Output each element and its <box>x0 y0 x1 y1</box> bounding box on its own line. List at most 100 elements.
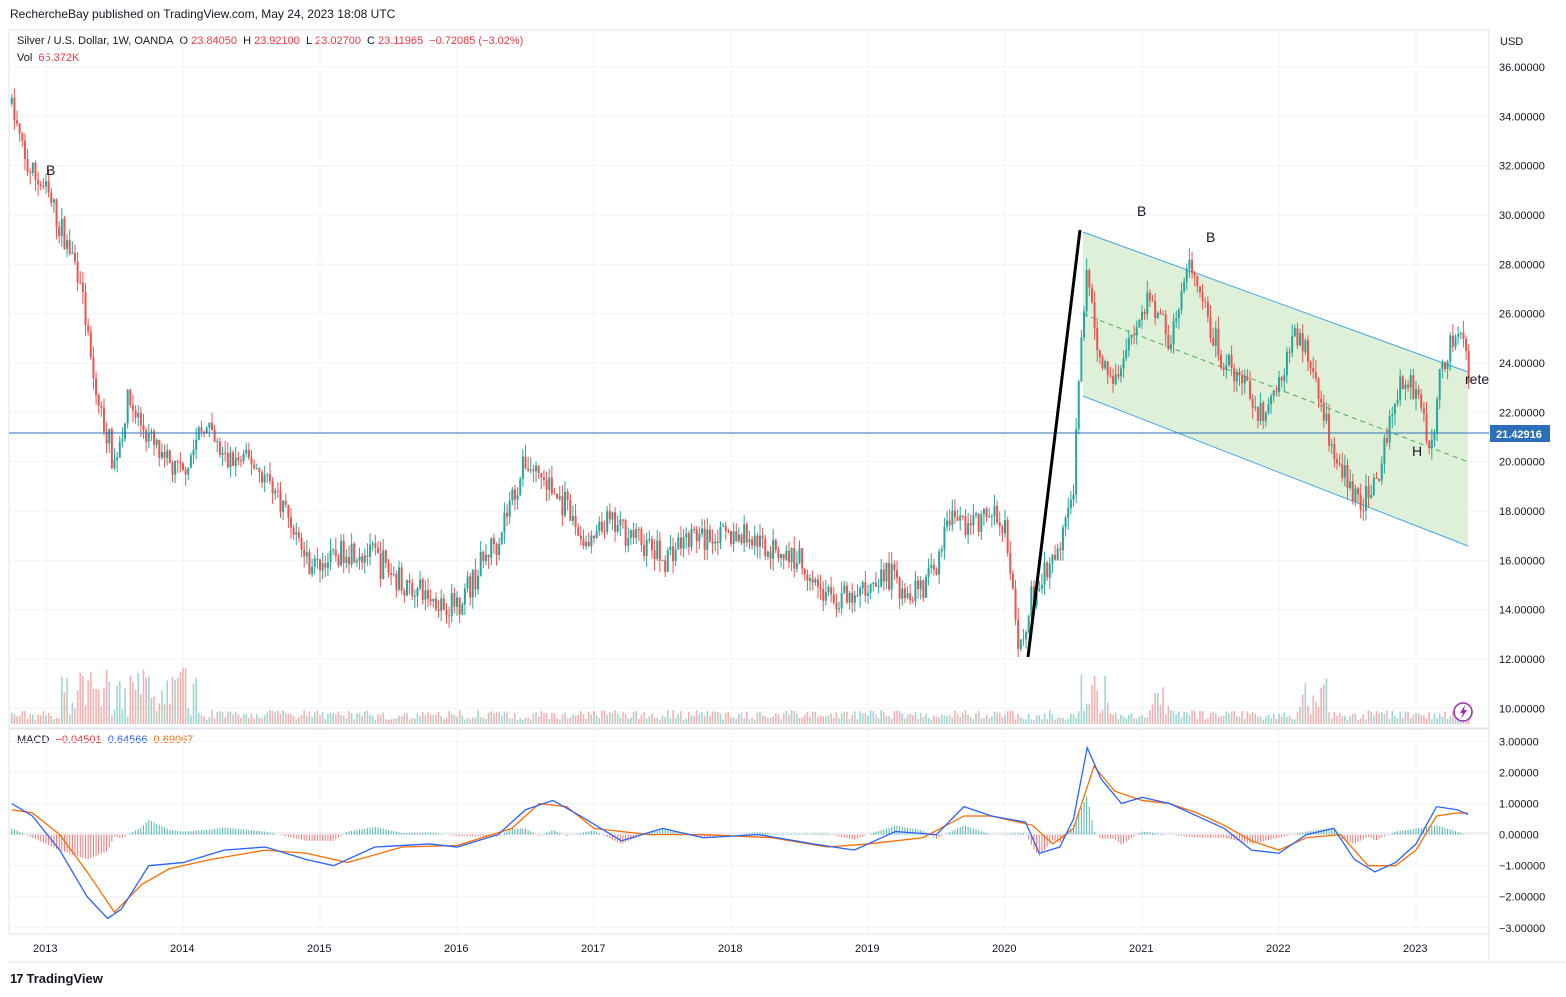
volume-bar <box>42 710 45 724</box>
volume-bar <box>632 711 635 724</box>
volume-bar <box>890 718 893 724</box>
candle-body <box>237 457 240 461</box>
annotation-b-2012[interactable]: B <box>46 162 55 178</box>
volume-bar <box>714 711 716 724</box>
candle-body <box>524 456 527 469</box>
tradingview-brand[interactable]: 17 TradingView <box>10 971 103 986</box>
current-price-label: 21.42916 <box>1496 429 1542 441</box>
candle-body <box>1259 402 1262 422</box>
candle-body <box>1188 259 1191 269</box>
time-axis-ticks[interactable]: 2013 2014 2015 2016 2017 2018 2019 2020 2021 2022… <box>33 943 1427 955</box>
annotation-b-2021b[interactable]: B <box>1206 229 1215 245</box>
candle-body <box>859 588 862 596</box>
candle-body <box>1191 259 1194 273</box>
volume-bar <box>466 717 469 724</box>
candle-body <box>751 539 754 546</box>
candle-body <box>1130 334 1133 338</box>
candle-body <box>216 441 219 443</box>
volume-bar <box>717 711 719 724</box>
volume-bar <box>659 719 661 724</box>
candle-body <box>224 452 227 454</box>
macd-signal-line <box>11 764 1469 914</box>
annotation-note-text[interactable]: rete <box>1465 371 1489 387</box>
candle-body <box>305 552 308 557</box>
volume-bar <box>933 715 935 724</box>
volume-bar <box>437 711 440 724</box>
candle-body <box>1056 548 1059 560</box>
volume-bar <box>266 712 269 724</box>
candle-body <box>184 469 187 475</box>
candle-body <box>943 526 946 550</box>
volume-bar <box>89 672 92 724</box>
candle-body <box>13 97 16 121</box>
volume-bar <box>169 703 171 724</box>
candle-body <box>466 576 469 589</box>
volume-bar <box>1104 675 1106 724</box>
candle-body <box>558 496 561 499</box>
candle-body <box>68 240 71 254</box>
candle-body <box>1048 563 1051 578</box>
price-tick-label: 32.00000 <box>1499 161 1545 173</box>
candle-body <box>1364 486 1367 511</box>
candle-body <box>1138 319 1141 328</box>
rally-trend-line[interactable] <box>1026 229 1082 658</box>
candle-body <box>621 519 624 521</box>
time-tick-label: 2013 <box>33 943 57 955</box>
candle-body <box>355 560 358 563</box>
macd-axis-ticks[interactable]: 3.00000 2.00000 1.00000 0.00000 −1.00000 −2.0… <box>1499 736 1545 934</box>
volume-bar <box>677 714 680 724</box>
channel-upper-line[interactable] <box>1082 231 1469 373</box>
volume-bar <box>993 711 996 724</box>
volume-bar <box>424 714 427 724</box>
candle-body <box>1117 374 1120 377</box>
channel-median-line[interactable] <box>1082 313 1469 463</box>
volume-bar <box>1291 718 1293 724</box>
volume-bar <box>553 713 556 724</box>
candle-body <box>1185 268 1188 282</box>
candle-body <box>427 590 430 599</box>
time-tick-label: 2017 <box>581 943 605 955</box>
candle-body <box>271 480 274 494</box>
volume-bar <box>1099 712 1101 724</box>
candle-body <box>347 557 350 565</box>
channel-lower-line[interactable] <box>1082 395 1469 547</box>
candle-body <box>63 218 66 249</box>
volume-bar <box>371 715 374 724</box>
volume-bar <box>582 714 585 724</box>
volume-bar <box>977 710 980 724</box>
time-tick-label: 2020 <box>992 943 1016 955</box>
candle-body <box>645 539 648 557</box>
candle-body <box>60 218 63 237</box>
symbol-name[interactable]: Silver / U.S. Dollar, 1W, OANDA <box>17 35 174 47</box>
volume-bar <box>1051 714 1054 724</box>
annotation-h[interactable]: H <box>1412 443 1422 459</box>
candle-body <box>932 564 935 570</box>
annotation-b-2021a[interactable]: B <box>1137 203 1146 219</box>
volume-bar <box>969 717 972 724</box>
volume-bar <box>595 715 598 724</box>
volume-bar <box>1183 711 1185 724</box>
volume-bar <box>1423 715 1425 724</box>
candle-body <box>801 548 804 569</box>
volume-bar <box>585 718 587 724</box>
volume-label[interactable]: Vol <box>17 52 33 64</box>
volume-bar <box>363 711 366 724</box>
lightning-icon[interactable] <box>1453 702 1473 722</box>
candle-body <box>1325 413 1328 421</box>
candle-body <box>506 512 509 517</box>
candle-body <box>703 528 706 550</box>
candle-body <box>1238 371 1241 376</box>
candle-body <box>353 543 356 563</box>
candle-body <box>664 560 667 572</box>
price-axis-ticks[interactable]: 36.00000 34.00000 32.00000 30.00000 28.00000… <box>1499 62 1545 715</box>
candle-body <box>656 540 659 559</box>
candle-body <box>453 593 456 607</box>
price-tick-label: 26.00000 <box>1499 309 1545 321</box>
volume-bar <box>1175 714 1178 724</box>
candle-body <box>1217 328 1220 356</box>
volume-bar <box>825 716 827 724</box>
macd-label[interactable]: MACD <box>17 734 50 746</box>
candle-body <box>134 410 137 418</box>
candle-body <box>832 594 835 603</box>
